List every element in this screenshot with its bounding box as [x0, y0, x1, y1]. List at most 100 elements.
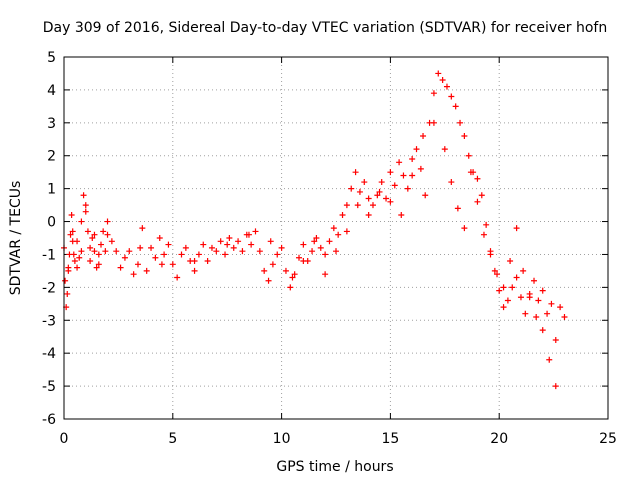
data-point: [322, 271, 329, 278]
data-point: [544, 310, 551, 317]
data-point: [430, 90, 437, 97]
data-point: [230, 244, 237, 251]
data-point: [65, 264, 72, 271]
data-point: [465, 152, 472, 159]
data-point: [339, 211, 346, 218]
data-point: [89, 235, 96, 241]
data-point: [526, 294, 533, 301]
data-point: [387, 198, 394, 205]
data-point: [252, 228, 259, 235]
data-point: [483, 221, 490, 228]
data-point: [80, 192, 87, 199]
data-point: [509, 284, 516, 291]
data-point: [70, 251, 77, 258]
data-point: [102, 248, 109, 255]
data-point: [148, 244, 155, 251]
data-point: [387, 169, 394, 176]
data-point: [69, 238, 76, 245]
data-point: [91, 231, 98, 238]
data-point: [400, 172, 407, 179]
data-point: [195, 251, 202, 258]
data-point: [278, 244, 285, 251]
data-point: [113, 248, 120, 255]
data-point: [137, 244, 144, 251]
data-point: [82, 202, 89, 209]
data-point: [74, 264, 81, 271]
data-point: [478, 192, 485, 199]
x-tick-label: 5: [168, 431, 177, 447]
data-point: [200, 241, 207, 248]
y-tick-label: -5: [42, 379, 56, 395]
data-point: [87, 258, 94, 265]
data-point: [143, 267, 150, 274]
data-point: [443, 83, 450, 90]
data-point: [291, 271, 298, 278]
y-tick-label: 1: [47, 182, 56, 198]
x-tick-labels: 0 5 10 15 20 25: [60, 431, 617, 447]
series-1: [65, 119, 559, 390]
y-tick-label: 3: [47, 116, 56, 132]
data-point: [64, 290, 71, 297]
x-tick-label: 10: [273, 431, 291, 447]
data-point: [282, 267, 289, 274]
data-point: [531, 277, 538, 284]
y-tick-label: 5: [47, 50, 56, 66]
data-point: [500, 304, 507, 311]
data-point: [165, 241, 172, 248]
data-point: [552, 337, 559, 344]
data-point: [108, 238, 115, 245]
data-point: [191, 258, 198, 265]
data-point: [69, 228, 76, 235]
data-point: [296, 254, 303, 261]
data-point: [369, 202, 376, 209]
data-point: [126, 248, 133, 255]
data-point: [513, 225, 520, 232]
data-point: [300, 241, 307, 248]
grid-lines: [64, 57, 608, 419]
x-axis-label: GPS time / hours: [276, 459, 393, 475]
data-point: [441, 146, 448, 153]
data-point: [348, 185, 355, 192]
data-point: [76, 254, 83, 261]
y-tick-label: 2: [47, 149, 56, 165]
data-point: [78, 248, 85, 255]
data-point: [71, 258, 78, 265]
data-point: [62, 277, 69, 284]
data-point: [374, 192, 381, 199]
data-point: [546, 356, 553, 363]
data-point: [520, 267, 527, 274]
data-point: [95, 251, 102, 258]
data-point: [356, 188, 363, 195]
data-point: [404, 185, 411, 192]
data-point: [533, 313, 540, 320]
data-point: [517, 294, 524, 301]
data-point: [178, 251, 185, 258]
data-point: [365, 195, 372, 202]
data-point: [417, 165, 424, 172]
data-point: [95, 261, 102, 268]
data-point: [222, 251, 229, 258]
y-axis-label: SDTVAR / TECUs: [8, 181, 24, 296]
y-tick-labels: -6 -5 -4 -3 -2 -1 0 1 2 3 4 5: [42, 50, 56, 428]
data-point: [507, 258, 514, 265]
data-point: [413, 146, 420, 153]
data-point: [330, 225, 337, 232]
x-tick-label: 0: [60, 431, 69, 447]
data-point: [256, 248, 263, 255]
data-point: [84, 228, 91, 235]
data-point: [435, 70, 442, 77]
data-point: [313, 235, 320, 241]
data-point: [535, 297, 542, 304]
y-tick-label: -6: [42, 412, 56, 428]
data-point: [491, 267, 498, 274]
data-point: [361, 179, 368, 186]
data-point: [68, 211, 75, 218]
data-point: [474, 175, 481, 182]
data-point: [552, 383, 559, 390]
data-point: [93, 264, 100, 271]
data-point: [343, 202, 350, 209]
x-tick-label: 25: [599, 431, 617, 447]
data-point: [269, 261, 276, 268]
data-point: [500, 284, 507, 291]
